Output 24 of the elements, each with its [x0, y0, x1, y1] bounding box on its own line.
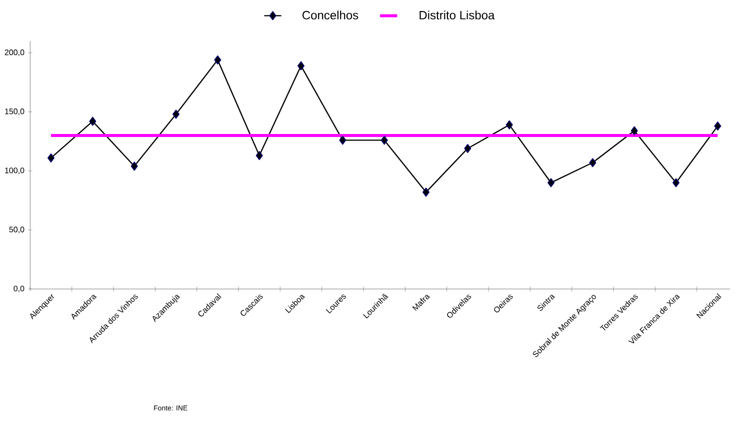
legend-label: Concelhos: [302, 10, 358, 20]
point: [380, 136, 388, 145]
y-tick-label: 0,0: [14, 286, 24, 292]
point: [714, 122, 722, 131]
point: [339, 136, 346, 145]
point: [214, 55, 222, 64]
point: [589, 158, 596, 168]
point: [256, 151, 263, 160]
point: [630, 126, 638, 136]
point: [422, 188, 430, 197]
point: [298, 61, 304, 70]
point: [672, 178, 680, 188]
point: [172, 110, 180, 119]
y-tick-label: 200,0: [4, 50, 24, 56]
point: [548, 178, 555, 188]
y-tick-label: 100,0: [5, 168, 24, 174]
point: [130, 162, 138, 171]
y-tick-label: 50,0: [9, 226, 24, 234]
point: [48, 153, 54, 162]
point: [89, 116, 96, 126]
point: [464, 144, 472, 153]
y-tick-label: 150,0: [5, 108, 24, 116]
legend-label: Distrito Lisboa: [420, 10, 495, 20]
point: [506, 120, 513, 130]
